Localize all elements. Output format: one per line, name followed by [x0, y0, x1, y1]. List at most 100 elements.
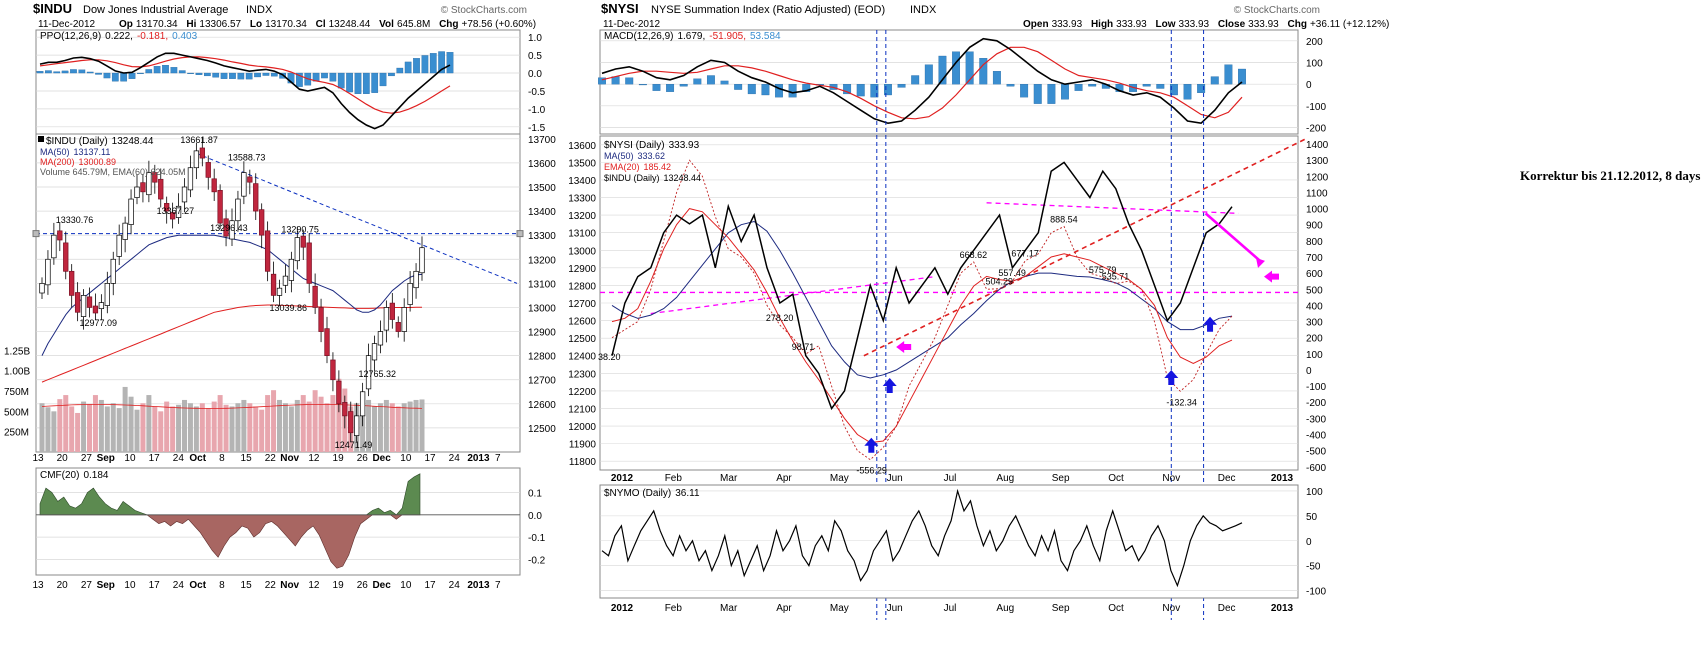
volume-bar: [395, 406, 401, 452]
volume-bar: [199, 403, 205, 452]
x-axis-label: 20: [57, 580, 69, 591]
volume-bar: [205, 408, 211, 452]
ppo-tick-label: 1.0: [528, 33, 542, 44]
price-candle: [407, 283, 413, 305]
ppo-histogram-bar: [329, 72, 337, 82]
left-x-axis-top: 13 20 27 Sep 10 17 24 Oct 8 15 22 Nov 12 19 26 Dec 10 17 2…: [32, 453, 501, 464]
ppo-histogram-bar: [296, 72, 303, 87]
x-axis-label: Dec: [1218, 603, 1236, 614]
left-cmf-panel: 0.1 0.0 -0.1 -0.2 CMF(20) 0.184: [35, 467, 546, 576]
x-axis-label: 7: [495, 580, 501, 591]
price-tick-label: 12700: [528, 376, 556, 387]
volume-bar: [170, 406, 176, 452]
price-candle: [241, 172, 247, 197]
right-ohlc-line: Open 333.93 High 333.93 Low 333.93 Close 333…: [1023, 19, 1389, 30]
macd-histogram-bar: [679, 84, 688, 87]
price-candle: [45, 258, 51, 286]
x-axis-label: Aug: [996, 473, 1014, 484]
volume-bar: [75, 412, 81, 452]
x-axis-label: Oct: [1108, 473, 1124, 484]
volume-bar: [193, 406, 199, 452]
ppo-histogram-bar: [229, 72, 236, 79]
ppo-histogram-bar: [346, 72, 353, 93]
nymo-tick-label: 50: [1306, 512, 1318, 523]
macd-histogram-bar: [652, 84, 661, 91]
ppo-histogram-bar: [170, 67, 178, 74]
x-axis-label: 19: [333, 580, 345, 591]
x-axis-label: 17: [149, 453, 161, 464]
price-candle: [324, 328, 330, 356]
main-left-tick-label: 12800: [568, 281, 596, 292]
left-ohlc-line: Op 13170.34 Hi 13306.57 Lo 13170.34 Cl 13248…: [119, 19, 536, 30]
main-right-tick-label: 1200: [1306, 172, 1329, 183]
legend-ma50-name: MA(50): [604, 151, 634, 161]
ppo-histogram-bar: [413, 58, 420, 74]
ppo-histogram-bar: [371, 72, 379, 93]
main-left-tick-label: 13300: [568, 194, 596, 205]
macd-legend-part: -51.905,: [709, 31, 746, 42]
ma50-legend-label: MA(50): [40, 147, 70, 157]
nysi-annotation: 98.71: [792, 342, 815, 352]
price-tick-label: 12600: [528, 400, 556, 411]
legend-indu: $INDU (Daily) 13248.44: [604, 173, 701, 183]
nysi-ema20-line: [611, 208, 1233, 444]
price-candle: [39, 283, 45, 294]
main-right-tick-label: 700: [1306, 253, 1323, 264]
price-candle: [175, 205, 182, 218]
price-candle: [336, 380, 342, 405]
main-right-tick-label: 500: [1306, 285, 1323, 296]
x-axis-label: Sep: [1052, 473, 1070, 484]
price-candle: [211, 178, 217, 193]
price-tick-label: 13200: [528, 255, 556, 266]
legend-indu-name: $INDU (Daily): [604, 173, 660, 183]
ma50-legend: MA(50) 13137.11: [40, 147, 110, 157]
main-left-tick-label: 12000: [568, 422, 596, 433]
ppo-histogram-bar: [446, 52, 454, 74]
volume-bar: [282, 403, 288, 452]
ppo-legend-part: PPO(12,26,9): [40, 31, 101, 42]
left-exchange: INDX: [246, 4, 273, 16]
legend-ma50: MA(50) 333.62: [604, 151, 665, 161]
main-right-tick-label: 300: [1306, 318, 1323, 329]
price-annotation: 13661.87: [180, 135, 218, 145]
price-candle: [312, 285, 318, 308]
nymo-legend: $NYMO (Daily) 36.11: [604, 488, 700, 499]
macd-legend-part: 53.584: [750, 31, 781, 42]
x-axis-label: 26: [357, 580, 369, 591]
macd-histogram-bar: [1183, 84, 1192, 100]
price-candle: [217, 190, 223, 224]
price-candle: [419, 247, 425, 274]
price-tick-label: 13600: [528, 159, 556, 170]
x-axis-label: 13: [32, 453, 44, 464]
macd-histogram-bar: [992, 71, 1001, 85]
volume-bar: [259, 409, 265, 452]
main-right-tick-label: 1000: [1306, 205, 1329, 216]
price-tick-label: 12900: [528, 328, 556, 339]
macd-histogram-bar: [693, 78, 702, 85]
volume-bar: [134, 409, 140, 452]
volume-bar: [336, 378, 342, 452]
legend-nysi: $NYSI (Daily) 333.93: [604, 140, 700, 151]
price-candle: [146, 172, 152, 196]
macd-legend-part: 1.679,: [677, 31, 705, 42]
price-annotation: 12977.09: [79, 318, 117, 328]
red-trend-line: [863, 137, 1309, 357]
volume-tick-label: 250M: [4, 428, 29, 439]
ppo-histogram-bar: [287, 72, 295, 84]
price-candle: [264, 230, 271, 272]
x-axis-label: Apr: [776, 473, 792, 484]
macd-histogram-bar: [1047, 84, 1056, 104]
main-right-tick-label: -200: [1306, 398, 1326, 409]
ppo-line: [39, 52, 451, 130]
macd-histogram-bar: [1224, 64, 1233, 85]
x-axis-label: May: [830, 473, 849, 484]
price-tick-label: 12500: [528, 424, 556, 435]
nysi-annotation: 575.79: [1089, 265, 1117, 275]
buy-arrow: [1203, 316, 1218, 332]
nymo-tick-label: -50: [1306, 562, 1321, 573]
volume-legend: Volume 645.79M, EMA(60) 624.05M: [40, 167, 186, 177]
ppo-histogram-bar: [362, 72, 370, 94]
price-candle: [116, 234, 122, 257]
volume-bar: [401, 403, 407, 452]
magenta-pointer-head: [1256, 257, 1265, 268]
